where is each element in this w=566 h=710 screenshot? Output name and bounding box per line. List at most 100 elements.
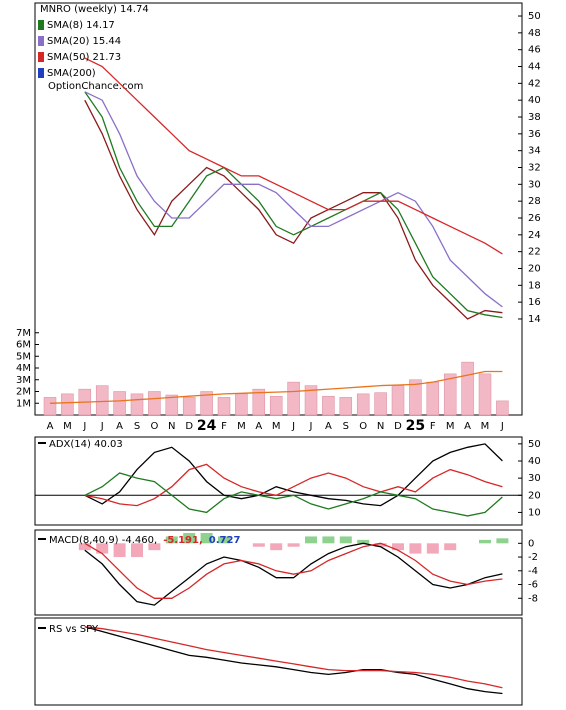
y-tick-label: 30 — [528, 473, 541, 484]
series-line — [84, 472, 503, 517]
y-tick-label: -8 — [528, 593, 538, 604]
volume-bar — [269, 395, 283, 416]
panel-title: 0.727 — [209, 535, 241, 546]
histogram-bar — [496, 538, 509, 544]
legend-swatch — [38, 36, 44, 46]
y-tick-label: 22 — [528, 247, 541, 258]
y-tick-label: -4 — [528, 566, 538, 577]
rs-frame — [34, 617, 523, 706]
y-tick-label: 10 — [528, 507, 541, 518]
x-tick-label: F — [221, 421, 227, 432]
macd-frame — [34, 529, 523, 616]
volume-bar — [287, 381, 300, 416]
legend-swatch — [38, 68, 44, 78]
histogram-bar — [165, 536, 178, 544]
panel-title: -5.191, — [163, 535, 203, 546]
y-tick-label: 18 — [528, 280, 541, 291]
legend-swatch — [38, 442, 46, 444]
histogram-bar — [183, 533, 196, 544]
series-line — [84, 91, 503, 319]
y-tick-label: 34 — [528, 146, 541, 157]
x-tick-label: J — [500, 421, 504, 432]
legend-swatch — [38, 538, 46, 540]
series-line — [84, 91, 503, 308]
histogram-bar — [409, 543, 422, 554]
volume-bar — [478, 373, 492, 416]
volume-bar — [356, 393, 370, 416]
x-tick-label: M — [237, 421, 246, 432]
series-line — [84, 542, 503, 599]
y-tick-label: 1M — [16, 398, 31, 409]
watermark: OptionChance.com — [48, 81, 143, 92]
x-tick-label: M — [63, 421, 72, 432]
histogram-bar — [357, 539, 370, 544]
x-tick-label: M — [446, 421, 455, 432]
x-tick-label: J — [291, 421, 295, 432]
series-line — [84, 542, 503, 606]
histogram-bar — [96, 543, 109, 554]
y-tick-label: 50 — [528, 11, 541, 22]
x-tick-label: D — [185, 421, 193, 432]
y-tick-label: 32 — [528, 163, 541, 174]
x-tick-label: S — [134, 421, 140, 432]
histogram-bar — [339, 536, 352, 544]
volume-bar — [113, 391, 126, 416]
legend-swatch — [38, 20, 44, 30]
histogram-bar — [252, 543, 265, 547]
y-tick-label: 26 — [528, 213, 541, 224]
price-frame — [34, 2, 523, 416]
volume-bar — [409, 379, 422, 416]
x-tick-label: O — [359, 421, 367, 432]
histogram-bar — [374, 543, 387, 547]
series-line — [84, 99, 503, 320]
volume-bar — [322, 395, 335, 416]
volume-bar — [217, 397, 231, 416]
y-tick-label: 40 — [528, 456, 541, 467]
x-tick-label: N — [377, 421, 384, 432]
volume-bar — [496, 400, 509, 416]
y-tick-label: 36 — [528, 129, 541, 140]
x-tick-label: J — [100, 421, 104, 432]
x-tick-label: A — [255, 421, 262, 432]
y-tick-label: 50 — [528, 439, 541, 450]
x-tick-label: A — [325, 421, 332, 432]
y-tick-label: 16 — [528, 297, 541, 308]
chart-title: MNRO (weekly) 14.74 — [40, 4, 149, 15]
y-tick-label: 6M — [16, 340, 31, 351]
y-tick-label: 3M — [16, 375, 31, 386]
legend-label: SMA(200) — [47, 68, 96, 79]
y-tick-label: 14 — [528, 314, 541, 325]
x-tick-label: S — [343, 421, 349, 432]
volume-bar — [130, 393, 144, 416]
y-tick-label: 7M — [16, 328, 31, 339]
volume-bar — [426, 381, 440, 416]
volume-bar — [43, 397, 57, 416]
volume-bar — [374, 392, 387, 416]
histogram-bar — [444, 543, 457, 551]
series-line — [84, 463, 503, 507]
y-tick-label: 4M — [16, 363, 31, 374]
panel-title: MACD(8,40,9) -4.460, — [49, 535, 157, 546]
volume-bar — [252, 388, 266, 416]
x-tick-label: J — [82, 421, 86, 432]
histogram-bar — [200, 533, 213, 544]
y-tick-label: 44 — [528, 62, 541, 73]
x-tick-label: N — [168, 421, 175, 432]
y-tick-label: 40 — [528, 95, 541, 106]
legend-label: SMA(20) 15.44 — [47, 36, 121, 47]
y-tick-label: 30 — [528, 179, 541, 190]
x-tick-label: 24 — [197, 418, 217, 434]
volume-bar — [339, 397, 353, 416]
volume-bar — [235, 393, 248, 416]
legend-swatch — [38, 52, 44, 62]
histogram-bar — [426, 543, 439, 554]
legend-label: SMA(8) 14.17 — [47, 20, 115, 31]
y-tick-label: 20 — [528, 263, 541, 274]
x-tick-label: F — [430, 421, 436, 432]
y-tick-label: 5M — [16, 351, 31, 362]
series-line — [49, 370, 503, 404]
volume-bar — [200, 391, 213, 416]
series-line — [84, 57, 503, 255]
panel-title: ADX(14) 40.03 — [49, 439, 123, 450]
